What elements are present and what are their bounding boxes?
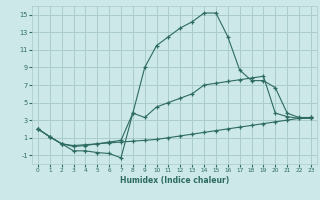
X-axis label: Humidex (Indice chaleur): Humidex (Indice chaleur) <box>120 176 229 185</box>
